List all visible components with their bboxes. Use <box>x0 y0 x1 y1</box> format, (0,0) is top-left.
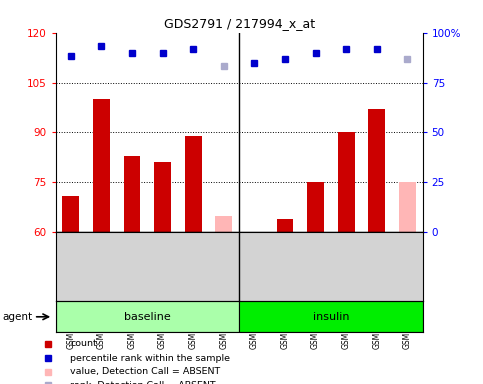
Bar <box>239 301 423 332</box>
Text: insulin: insulin <box>313 312 349 322</box>
Text: rank, Detection Call = ABSENT: rank, Detection Call = ABSENT <box>70 381 216 384</box>
Bar <box>62 196 79 232</box>
Text: count: count <box>70 339 97 348</box>
Bar <box>277 219 293 232</box>
Bar <box>154 162 171 232</box>
Text: value, Detection Call = ABSENT: value, Detection Call = ABSENT <box>70 367 220 376</box>
Bar <box>399 182 416 232</box>
Bar <box>369 109 385 232</box>
Bar <box>185 136 201 232</box>
Text: baseline: baseline <box>124 312 170 322</box>
Bar <box>124 156 141 232</box>
Text: percentile rank within the sample: percentile rank within the sample <box>70 354 230 362</box>
Title: GDS2791 / 217994_x_at: GDS2791 / 217994_x_at <box>164 17 314 30</box>
Bar <box>215 216 232 232</box>
Bar <box>93 99 110 232</box>
Bar <box>56 301 239 332</box>
Bar <box>338 132 355 232</box>
Text: agent: agent <box>2 312 32 322</box>
Bar <box>307 182 324 232</box>
